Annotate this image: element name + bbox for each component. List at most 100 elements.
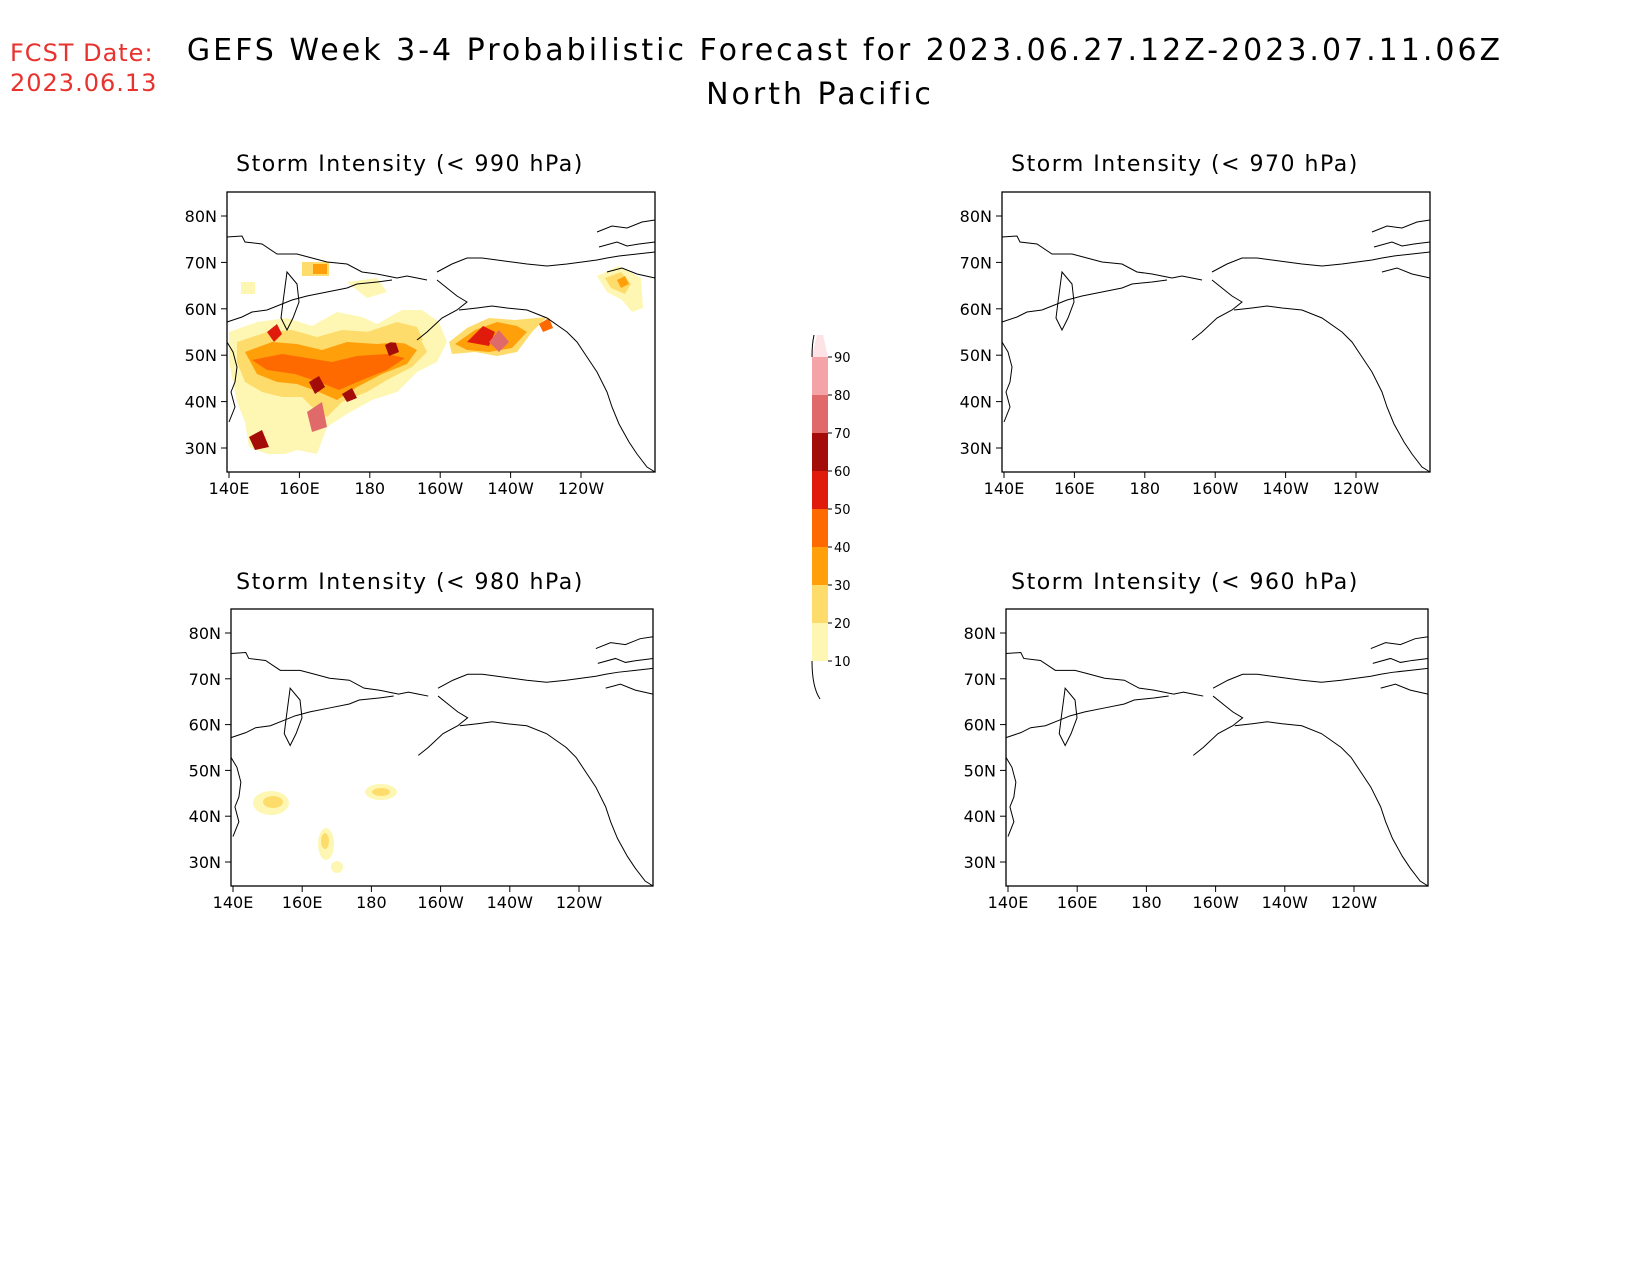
lat-tick-label: 40N [189,807,221,826]
lat-tick-label: 80N [960,207,992,226]
lon-tick-label: 160W [1192,893,1239,912]
colorbar-box [812,471,828,509]
lat-tick-label: 70N [964,670,996,689]
panel-title-980: Storm Intensity (< 980 hPa) [236,570,584,595]
coastline-path [596,637,653,649]
lon-tick-label: 180 [1130,479,1161,498]
lat-tick-label: 50N [964,761,996,780]
lat-tick-label: 40N [185,393,217,412]
coastline-path [1374,242,1430,247]
lon-tick-label: 160W [417,893,464,912]
lon-tick-label: 160E [1057,893,1098,912]
coastline-path [1371,637,1428,649]
coastline-path [1193,696,1242,755]
coastline [1002,220,1430,472]
shading-990 [229,262,643,454]
panel-title-960: Storm Intensity (< 960 hPa) [1011,570,1359,595]
lat-tick-label: 80N [189,624,221,643]
lat-tick-label: 80N [964,624,996,643]
coastline-path [1006,653,1203,697]
coastline-path [460,722,653,886]
lat-tick-label: 80N [185,207,217,226]
colorbar-label: 70 [834,427,851,442]
colorbar-top-edge [811,335,815,358]
lon-tick-label: 140E [988,893,1029,912]
panel-980: Storm Intensity (< 980 hPa) 80N 70N 60N 50N… [150,566,710,946]
lon-tick-label: 180 [356,893,387,912]
coastline-path [231,757,241,836]
colorbar-label: 40 [834,541,851,556]
lon-tick-label: 140W [487,893,534,912]
coastline-path [231,653,428,697]
coastline-path [231,696,394,738]
lon-tick-label: 160E [282,893,323,912]
coastline-path [1212,252,1430,272]
page-subtitle: North Pacific [706,77,934,112]
colorbar-bottom-edge [811,660,821,700]
panel-title-970: Storm Intensity (< 970 hPa) [1011,152,1359,177]
map-970: 80N 70N 60N 50N 40N 30N 140E 160E 180 160W 140W 120… [960,191,1431,498]
lon-tick-label: 120W [558,479,605,498]
lon-tick-label: 160W [1192,479,1239,498]
map-990: 80N 70N 60N 50N 40N 30N 140E 160E 180 160W 140W 120… [185,191,656,498]
colorbar-label: 90 [834,351,851,366]
colorbar-boxes [811,335,828,700]
coastline-path [1002,280,1167,322]
map-frame: 80N 70N 60N 50N 40N 30N 140E 160E 180 160W 140W 120… [964,608,1429,912]
coastline-path [1373,658,1428,663]
coastline-path [437,252,655,272]
map-border [1005,608,1429,887]
lon-tick-label: 140W [1262,479,1309,498]
colorbar-box [812,395,828,433]
coastline-path [1192,280,1242,340]
coastline-path [1056,272,1074,330]
coastline-path [281,272,299,330]
coastline-path [1234,306,1430,472]
coastline-path [1372,220,1430,232]
lon-tick-label: 140E [213,893,254,912]
lat-tick-label: 60N [964,716,996,735]
lat-tick-label: 60N [189,716,221,735]
lon-tick-label: 140W [1262,893,1309,912]
coastline-path [438,668,653,688]
lon-tick-label: 160E [279,479,320,498]
colorbar-box [812,547,828,585]
coastline-path [1002,342,1012,422]
map-980: 80N 70N 60N 50N 40N 30N 140E 160E 180 160W 140W 120… [189,608,654,912]
coastline-path [227,280,392,322]
lat-tick-label: 60N [960,300,992,319]
coastline-path [606,684,653,694]
coastline-path [597,220,655,232]
lon-tick-label: 180 [1131,893,1162,912]
fcst-date-block: FCST Date: 2023.06.13 [10,38,157,98]
map-border [1001,191,1431,473]
lat-tick-label: 60N [185,300,217,319]
colorbar: 90 80 70 60 50 40 30 20 10 [811,335,851,700]
map-border [226,191,656,473]
fcst-date-value: 2023.06.13 [10,69,158,97]
lon-tick-label: 120W [1331,893,1378,912]
colorbar-label: 10 [834,655,851,670]
map-frame: 80N 70N 60N 50N 40N 30N 140E 160E 180 160W 140W 120… [960,191,1431,498]
lon-tick-label: 140W [487,479,534,498]
colorbar-box [812,433,828,471]
fcst-date-label: FCST Date: [10,39,154,67]
coastline-path [1006,757,1016,836]
coastline-path [599,242,655,247]
colorbar-box [812,585,828,623]
lat-tick-label: 40N [960,393,992,412]
coastline [227,220,655,472]
coastline-path [284,688,302,745]
coastline-path [227,342,237,422]
lon-tick-label: 140E [984,479,1025,498]
lat-tick-label: 70N [185,253,217,272]
panel-title-990: Storm Intensity (< 990 hPa) [236,152,584,177]
panel-960: Storm Intensity (< 960 hPa) 80N 70N 60N 50N… [925,566,1485,946]
colorbar-label: 50 [834,503,851,518]
lat-tick-label: 30N [960,439,992,458]
coastline-path [1381,684,1428,694]
colorbar-box [812,623,828,661]
panel-970: Storm Intensity (< 970 hPa) 80N 70N 60N 50N… [925,148,1485,528]
colorbar-label: 30 [834,579,851,594]
lat-tick-label: 50N [960,346,992,365]
